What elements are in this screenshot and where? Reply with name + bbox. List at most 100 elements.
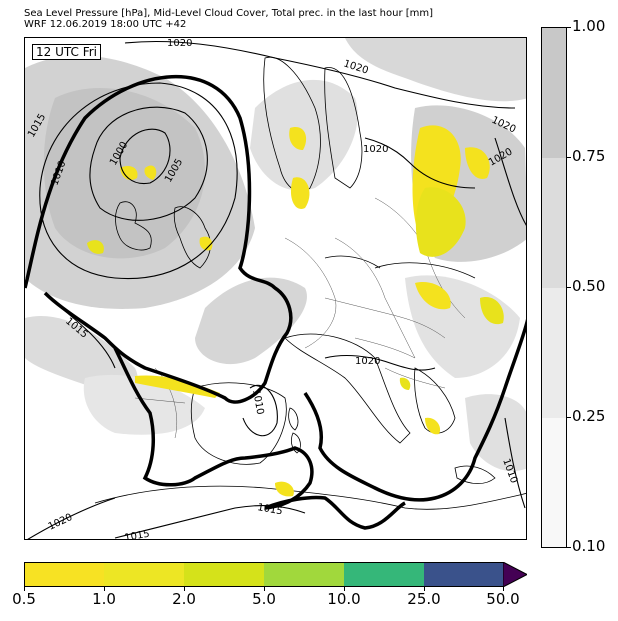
border <box>354 337 446 389</box>
precip-cell <box>399 377 411 390</box>
coastline <box>288 407 299 431</box>
precip-tick <box>264 587 265 591</box>
cloud-cover-colorbar <box>541 27 567 548</box>
isobar-label: 1015 <box>256 502 283 517</box>
cloud-segment <box>542 28 566 158</box>
valid-time-label: 12 UTC Fri <box>32 44 101 60</box>
precip-extend-arrow <box>503 562 527 587</box>
cloud-cover-area <box>195 277 307 365</box>
cloud-tick <box>567 287 571 288</box>
coastline <box>173 206 211 269</box>
precip-arrow-shape <box>503 562 527 587</box>
precip-cell <box>425 417 441 435</box>
precip-tick <box>24 587 25 591</box>
precip-cell <box>415 282 451 310</box>
precip-cell <box>144 165 157 180</box>
border <box>334 237 416 359</box>
coastline <box>324 67 363 189</box>
isobar-1020-east <box>494 137 526 226</box>
isobar-1020-centre <box>364 137 476 189</box>
map-canvas: 1020 1020 1020 1020 1020 1020 1020 1015 … <box>25 38 526 540</box>
isobar-1000 <box>119 128 171 185</box>
precip-cell <box>289 127 307 150</box>
precip-tick <box>184 587 185 591</box>
weather-map: 1020 1020 1020 1020 1020 1020 1020 1015 … <box>24 37 527 540</box>
coastline <box>290 432 301 454</box>
isobar-1005 <box>89 106 208 221</box>
precip-tick-label: 25.0 <box>407 590 441 608</box>
precip-tick-label: 10.0 <box>327 590 361 608</box>
precip-tick <box>424 587 425 591</box>
isobar-1015-main <box>25 74 293 404</box>
cloud-tick-label: 0.75 <box>572 147 606 165</box>
precip-cell <box>480 297 504 325</box>
isobar-1015-s <box>114 504 306 539</box>
precip-cell <box>290 177 310 209</box>
isobars <box>27 40 526 539</box>
isobar-1020-south <box>324 354 436 371</box>
precip-cell <box>199 236 213 251</box>
isobar-label: 1020 <box>355 356 380 367</box>
precip-tick <box>104 587 105 591</box>
cloud-segment <box>542 158 566 288</box>
precip-cell <box>415 187 466 257</box>
precipitation-layer <box>87 125 504 497</box>
precip-tick-label: 1.0 <box>92 590 116 608</box>
border <box>284 237 337 349</box>
precip-tick-label: 5.0 <box>252 590 276 608</box>
chart-header: Sea Level Pressure [hPa], Mid-Level Clou… <box>24 8 433 30</box>
cloud-tick <box>567 157 571 158</box>
precip-cell <box>275 481 294 497</box>
cloud-tick-label: 0.25 <box>572 407 606 425</box>
precip-cell <box>87 240 104 254</box>
coastline <box>324 255 476 279</box>
isobar-1020-north <box>124 40 516 109</box>
precip-cell <box>465 147 490 179</box>
precip-tick <box>503 587 504 591</box>
isobar-label: 1010 <box>250 389 265 416</box>
precip-tick <box>344 587 345 591</box>
border <box>324 297 446 339</box>
isobar-1015-med <box>303 318 526 502</box>
coastlines <box>94 56 526 510</box>
precip-segment <box>24 562 104 587</box>
chart-title: Sea Level Pressure [hPa], Mid-Level Clou… <box>24 8 434 19</box>
cloud-tick-label: 0.50 <box>572 277 606 295</box>
chart-subtitle: WRF 12.06.2019 18:00 UTC +42 <box>24 19 187 30</box>
isobar-1010 <box>39 82 238 280</box>
precip-tick-label: 50.0 <box>486 590 520 608</box>
coastline <box>94 485 526 510</box>
isobar-1020-sw <box>27 497 116 539</box>
isobar-1015-iberia <box>113 347 314 510</box>
isobar-1010-se <box>504 417 526 509</box>
coastline <box>284 333 411 444</box>
isobar-label: 1020 <box>363 144 388 155</box>
precip-segment <box>264 562 344 587</box>
cloud-segment <box>542 288 566 418</box>
precip-segment <box>424 562 504 587</box>
coastline <box>263 56 321 193</box>
precip-cell <box>135 375 220 398</box>
cloud-segment <box>542 418 566 547</box>
isobar-label: 1020 <box>167 38 192 49</box>
cloud-tick-label: 0.10 <box>572 537 606 555</box>
precip-tick-label: 2.0 <box>172 590 196 608</box>
cloud-tick <box>567 547 571 548</box>
precip-cell <box>120 166 138 180</box>
precipitation-colorbar <box>24 562 527 587</box>
isobar-label: 1015 <box>124 529 151 540</box>
coastline <box>414 367 456 434</box>
isobar-1015-thick <box>25 74 526 530</box>
isobar-label: 1020 <box>47 512 75 533</box>
precip-tick-label: 0.5 <box>12 590 36 608</box>
precip-segment <box>344 562 424 587</box>
precip-segment <box>184 562 264 587</box>
cloud-tick-label: 1.00 <box>572 17 606 35</box>
cloud-cover-area <box>345 38 526 102</box>
cloud-tick <box>567 27 571 28</box>
isobar-1015-africa <box>264 495 406 530</box>
cloud-cover-area <box>25 316 138 392</box>
coastline <box>115 201 152 251</box>
cloud-tick <box>567 417 571 418</box>
precip-segment <box>104 562 184 587</box>
